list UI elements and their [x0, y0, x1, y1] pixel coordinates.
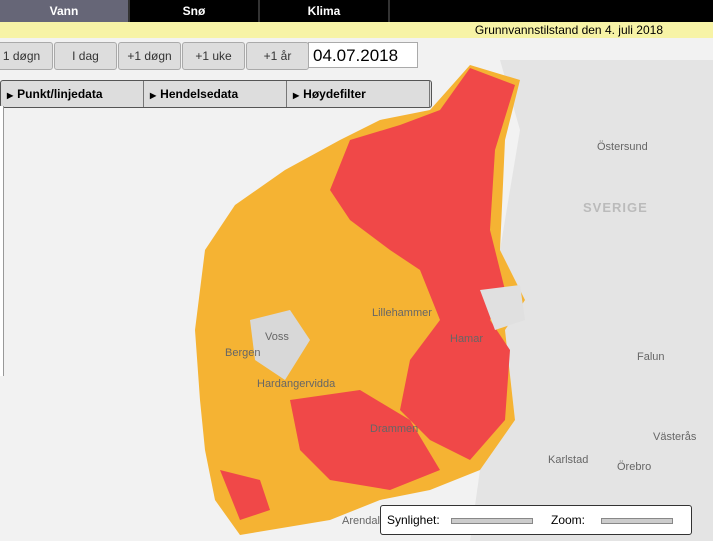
norway-low-south [290, 390, 440, 490]
map-label: Östersund [597, 141, 648, 153]
nav-button[interactable]: 1 døgn [0, 42, 53, 70]
map-label: Drammen [370, 423, 418, 435]
nav-button[interactable]: +1 døgn [118, 42, 181, 70]
menu-item[interactable]: Høydefilter [287, 81, 430, 107]
banner: Grunnvannstilstand den 4. juli 2018 [0, 22, 713, 38]
map-label: Bergen [225, 347, 260, 359]
map-controls: Synlighet: Zoom: [380, 505, 692, 535]
zoom-label: Zoom: [551, 513, 586, 527]
no-data-area [480, 285, 525, 330]
map-label: Falun [637, 351, 665, 363]
map-label: Västerås [653, 431, 697, 443]
tab-bar: Vann Snø Klima [0, 0, 713, 22]
map-label: Voss [265, 331, 289, 343]
map-label: Lillehammer [372, 307, 432, 319]
map-label: Arendal [342, 515, 380, 527]
map-label: Örebro [617, 461, 651, 473]
date-field[interactable]: 04.07.2018 [308, 42, 418, 68]
nav-button[interactable]: +1 år [246, 42, 309, 70]
menu-item[interactable]: Punkt/linjedata [1, 81, 144, 107]
norway-low [330, 68, 515, 460]
tab[interactable]: Klima [260, 0, 390, 22]
map-label: SVERIGE [583, 200, 648, 215]
side-panel [0, 106, 4, 376]
no-data-area [250, 310, 310, 380]
visibility-slider[interactable] [451, 518, 533, 524]
map-label: Karlstad [548, 454, 588, 466]
map-label: Hamar [450, 333, 483, 345]
menu-item[interactable]: Hendelsedata [144, 81, 287, 107]
norway-low-coast [220, 470, 270, 520]
map-label: Hardangervidda [257, 378, 336, 390]
visibility-label: Synlighet: [387, 513, 440, 527]
zoom-slider[interactable] [601, 518, 673, 524]
sweden [470, 60, 713, 541]
tab[interactable]: Snø [130, 0, 260, 22]
nav-buttons: 1 døgn I dag +1 døgn +1 uke +1 år [0, 42, 310, 70]
nav-button[interactable]: +1 uke [182, 42, 245, 70]
menu-bar: Punkt/linjedata Hendelsedata Høydefilter [0, 80, 432, 108]
nav-button[interactable]: I dag [54, 42, 117, 70]
tab[interactable]: Vann [0, 0, 130, 22]
